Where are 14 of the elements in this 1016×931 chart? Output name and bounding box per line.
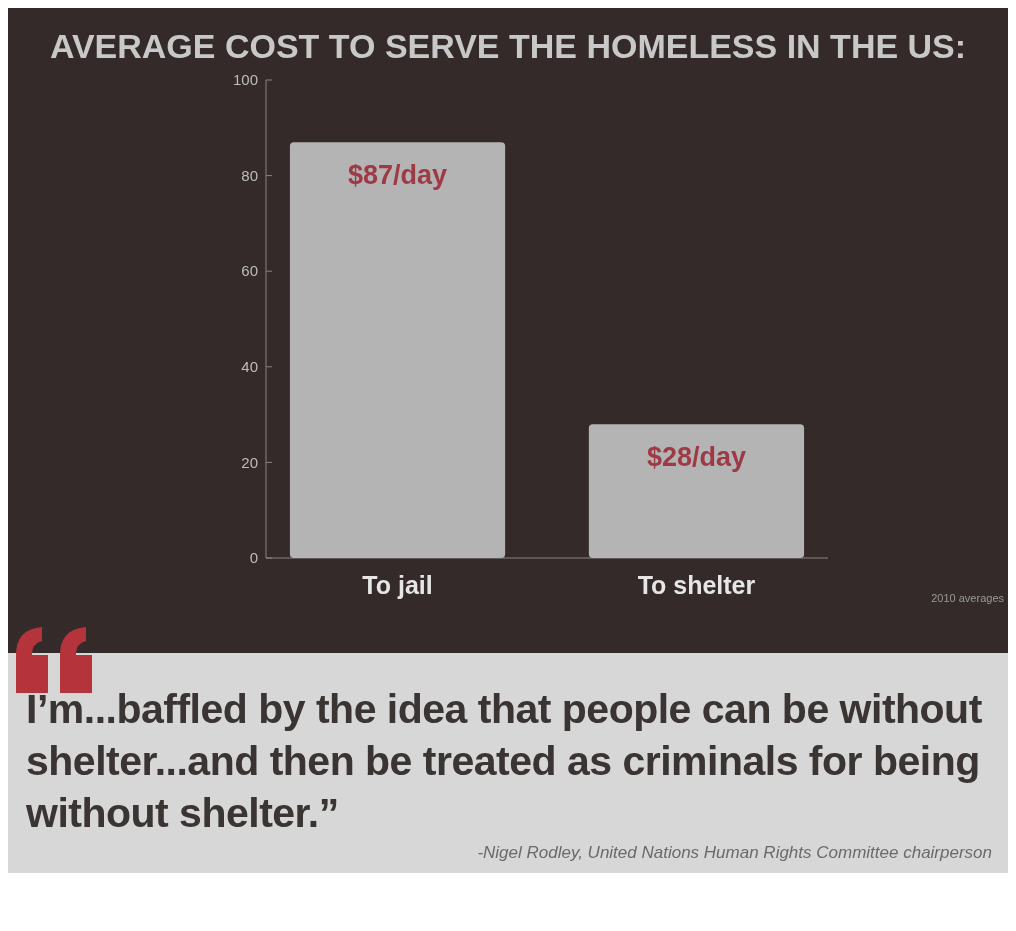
x-tick-label: To shelter <box>637 571 756 599</box>
text: -Nigel Rodley, United Nations Human Rights Committee chairperson <box>476 843 993 863</box>
text: I’m...baffled by the idea that people can be without shelter...and then be treated as criminals for being without shelter.” <box>26 685 983 838</box>
chart-title: AVERAGE COST TO SERVE THE HOMELESS IN THE US: <box>49 27 967 65</box>
data-label: $87/day <box>347 160 448 191</box>
x-tick-label: To jail <box>362 571 433 599</box>
y-tick-label: 60 <box>241 262 258 280</box>
y-tick-label: 0 <box>249 549 258 567</box>
text: 2010 averages <box>931 592 1005 604</box>
y-tick-label: 40 <box>241 358 258 376</box>
y-tick-label: 100 <box>232 71 258 89</box>
y-tick-label: 20 <box>241 453 258 471</box>
data-label: $28/day <box>646 442 747 473</box>
y-tick-label: 80 <box>241 166 258 184</box>
